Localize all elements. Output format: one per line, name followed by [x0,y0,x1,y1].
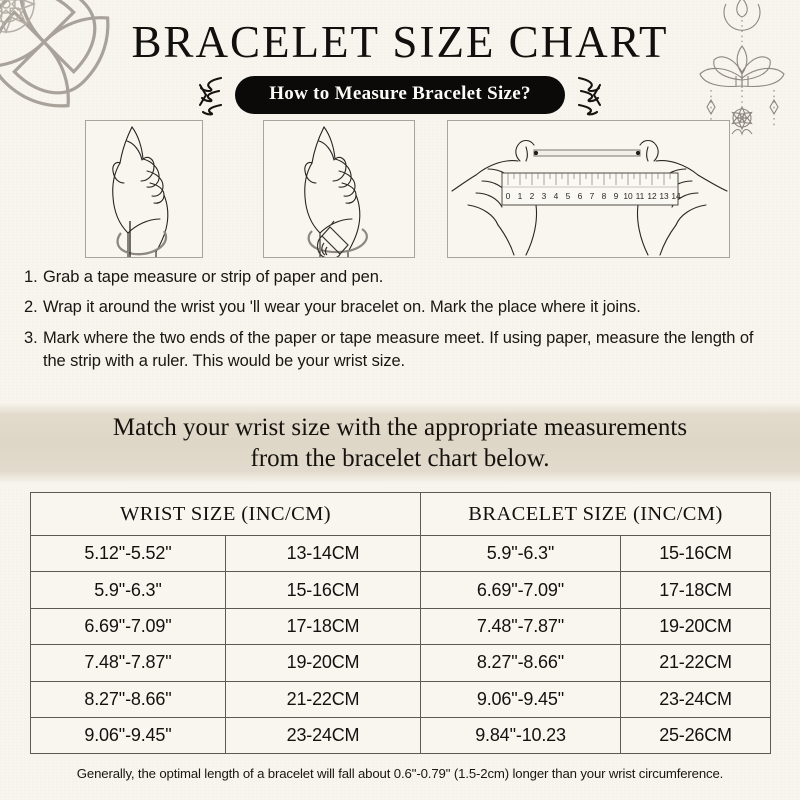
column-header-bracelet-size: BRACELET SIZE (INC/CM) [419,492,772,536]
table-cell: 7.48''-7.87'' [420,607,621,646]
ruler-tick-label: 3 [542,191,547,201]
ruler-tick-label: 9 [614,191,619,201]
table-cell: 19-20CM [619,607,772,646]
step-text: Mark where the two ends of the paper or … [43,328,754,371]
illustration-row: 0 1 2 3 4 5 6 7 8 9 10 11 12 13 14 [85,120,730,258]
swirl-flourish-right-icon [577,76,601,116]
table-cell: 6.69''-7.09'' [30,607,226,646]
table-row: 9.06''-9.45'' 23-24CM 9.84''-10.23 25-26CM [30,716,772,755]
illustration-frame-3: 0 1 2 3 4 5 6 7 8 9 10 11 12 13 14 [447,120,730,258]
table-row: 5.12''-5.52'' 13-14CM 5.9''-6.3'' 15-16CM [30,534,772,573]
table-head: WRIST SIZE (INC/CM) BRACELET SIZE (INC/C… [30,492,772,536]
ruler-tick-label: 5 [566,191,571,201]
hands-measuring-strip-with-ruler-illustration: 0 1 2 3 4 5 6 7 8 9 10 11 12 13 14 [451,139,728,256]
footnote-text: Generally, the optimal length of a brace… [76,766,724,781]
lotus-moon-ornament [699,0,785,136]
table-row: 7.48''-7.87'' 19-20CM 8.27''-8.66'' 21-22CM [30,644,772,682]
table-cell: 9.06''-9.45'' [30,716,226,755]
ruler-tick-label: 6 [578,191,583,201]
table-row: 5.9''-6.3'' 15-16CM 6.69''-7.09'' 17-18CM [30,571,772,609]
step-item-1: 1. Grab a tape measure or strip of paper… [24,266,780,289]
ruler-tick-label: 11 [636,191,645,201]
ruler-tick-label: 2 [530,191,535,201]
ruler-tick-label: 7 [590,191,595,201]
banner-text: Match your wrist size with the appropria… [83,412,717,475]
ruler-tick-label: 1 [518,191,523,201]
table-cell: 9.06''-9.45'' [420,680,621,718]
hand-fist-with-pen-marking-illustration [304,126,368,257]
how-to-measure-badge: How to Measure Bracelet Size? [235,76,565,114]
hand-fist-with-tape-illustration [112,126,169,257]
match-wrist-size-banner: Match your wrist size with the appropria… [0,402,800,484]
table-cell: 19-20CM [225,644,421,682]
step-number: 2. [24,298,38,317]
table-header-row: WRIST SIZE (INC/CM) BRACELET SIZE (INC/C… [30,492,772,536]
table-cell: 5.12''-5.52'' [30,534,226,573]
swirl-flourish-left-icon [199,76,223,116]
mandala-flower-ornament [0,0,110,108]
step-item-2: 2. Wrap it around the wrist you 'll wear… [24,296,780,319]
ruler-tick-label: 4 [554,191,559,201]
banner-line-1: Match your wrist size with the appropria… [112,413,688,441]
step-item-3: 3. Mark where the two ends of the paper … [24,327,780,374]
illustration-frame-1 [85,120,203,258]
table-cell: 21-22CM [619,644,772,682]
table-cell: 17-18CM [225,607,421,646]
step-number: 1. [24,268,38,286]
table-cell: 25-26CM [619,716,772,755]
ruler-tick-label: 8 [602,191,607,201]
table-cell: 15-16CM [225,571,421,609]
table-row: 8.27''-8.66'' 21-22CM 9.06''-9.45'' 23-24CM [30,680,772,718]
table-row: 6.69''-7.09'' 17-18CM 7.48''-7.87'' 19-20CM [30,607,772,646]
table-cell: 6.69''-7.09'' [420,571,621,609]
step-text: Wrap it around the wrist you 'll wear yo… [43,298,641,317]
ruler-tick-label: 14 [671,191,681,201]
table-cell: 8.27''-8.66'' [420,644,621,682]
table-cell: 5.9''-6.3'' [30,571,226,609]
ruler-tick-label: 12 [647,191,657,201]
table-cell: 9.84''-10.23 [420,716,621,755]
page-title: BRACELET SIZE CHART [131,17,669,67]
banner-line-2: from the bracelet chart below. [250,445,550,472]
table-cell: 13-14CM [225,534,421,573]
ruler-tick-label: 13 [659,191,669,201]
table-cell: 15-16CM [619,534,772,573]
table-cell: 17-18CM [619,571,772,609]
step-number: 3. [24,328,38,347]
table-cell: 23-24CM [225,716,421,755]
badge-row: How to Measure Bracelet Size? [0,74,800,116]
ruler-tick-label: 0 [506,191,511,201]
size-chart-table: WRIST SIZE (INC/CM) BRACELET SIZE (INC/C… [30,492,772,755]
step-text: Grab a tape measure or strip of paper an… [43,268,384,286]
table-cell: 8.27''-8.66'' [30,680,226,718]
size-chart-table-wrapper: WRIST SIZE (INC/CM) BRACELET SIZE (INC/C… [30,492,772,755]
ruler-tick-label: 10 [623,191,633,201]
table-cell: 21-22CM [225,680,421,718]
table-body: 5.12''-5.52'' 13-14CM 5.9''-6.3'' 15-16CM 5.… [30,534,772,755]
measure-steps-list: 1. Grab a tape measure or strip of paper… [24,266,780,381]
table-cell: 5.9''-6.3'' [420,534,621,573]
table-cell: 23-24CM [619,680,772,718]
table-cell: 7.48''-7.87'' [30,644,226,682]
column-header-wrist-size: WRIST SIZE (INC/CM) [30,492,421,536]
illustration-frame-2 [263,120,415,258]
